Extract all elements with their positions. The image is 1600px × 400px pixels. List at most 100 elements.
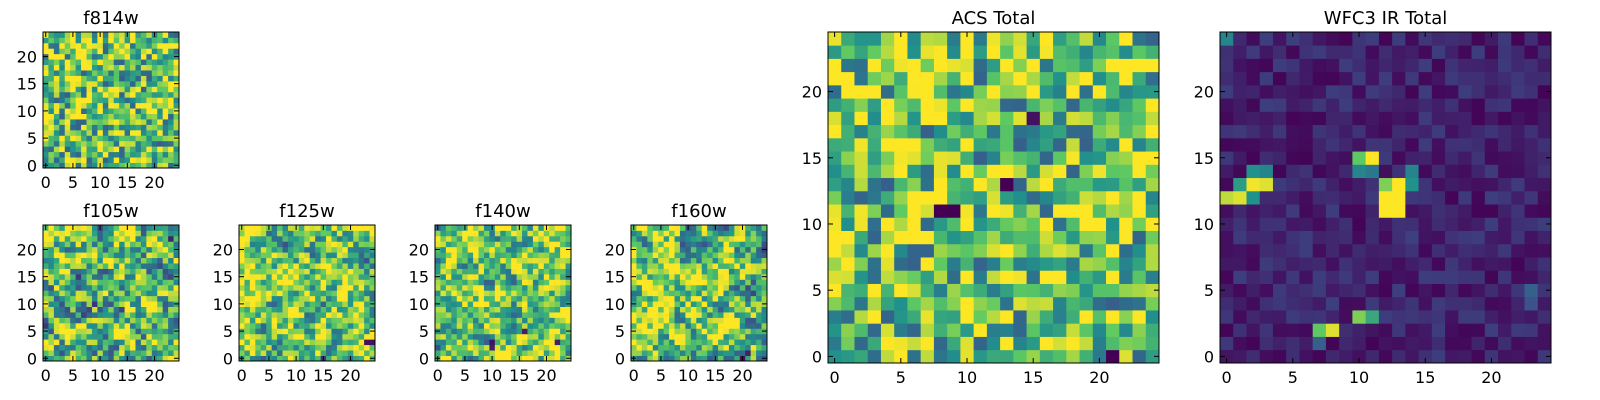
x-tick-label: 20 <box>144 173 164 192</box>
heatmap-cell <box>933 349 948 364</box>
heatmap-cell <box>130 113 136 120</box>
heatmap-cell <box>565 257 572 264</box>
heatmap-cell <box>102 355 109 362</box>
heatmap-cell <box>135 102 142 109</box>
heatmap-cell <box>554 225 561 231</box>
heatmap-cell <box>151 284 158 291</box>
heatmap-cell <box>636 312 643 318</box>
heatmap-cell <box>249 268 256 275</box>
heatmap-cell <box>140 108 147 114</box>
heatmap-cell <box>75 246 82 253</box>
heatmap-cell <box>130 301 136 307</box>
heatmap-cell <box>549 355 556 362</box>
heatmap-cell <box>369 225 376 231</box>
heatmap-cell <box>734 263 741 269</box>
heatmap-cell <box>70 284 77 291</box>
heatmap-cell <box>1079 58 1094 73</box>
heatmap-cell <box>712 284 719 291</box>
heatmap-cell <box>135 333 142 340</box>
heatmap-cell <box>467 235 474 242</box>
heatmap-cell <box>1511 349 1525 364</box>
heatmap-cell <box>108 339 115 346</box>
heatmap-cell <box>364 333 370 340</box>
heatmap-cell <box>920 71 935 86</box>
x-tick-label: 0 <box>237 366 247 385</box>
heatmap-cell <box>146 333 153 340</box>
y-tick-label: 20 <box>17 47 37 66</box>
heatmap-cell <box>124 257 131 264</box>
heatmap-cell <box>130 119 136 125</box>
heatmap-cell <box>81 246 87 253</box>
heatmap-cell <box>1484 310 1499 324</box>
heatmap-cell <box>113 317 120 324</box>
heatmap-cell <box>53 70 60 76</box>
heatmap-cell <box>168 246 174 253</box>
heatmap-cell <box>1325 270 1340 284</box>
heatmap-cell <box>347 246 354 253</box>
heatmap-cell <box>364 279 370 286</box>
heatmap-cell <box>140 113 147 120</box>
heatmap-cell <box>1537 296 1552 311</box>
heatmap-cell <box>266 322 273 329</box>
heatmap-cell <box>168 344 174 351</box>
heatmap-cell <box>947 283 961 298</box>
heatmap-cell <box>663 230 670 237</box>
heatmap-cell <box>64 80 71 87</box>
heatmap-cell <box>734 355 741 362</box>
heatmap-cell <box>445 333 452 340</box>
heatmap-cell <box>315 225 321 231</box>
heatmap-cell <box>1352 137 1367 152</box>
heatmap-cell <box>511 268 517 275</box>
heatmap-cell <box>636 333 643 340</box>
heatmap-cell <box>1498 137 1512 152</box>
heatmap-cell <box>287 322 294 329</box>
heatmap-cell <box>326 306 332 313</box>
heatmap-cell <box>309 273 316 280</box>
heatmap-cell <box>1484 270 1499 284</box>
heatmap-cell <box>1471 283 1486 298</box>
heatmap-cell <box>739 235 746 242</box>
heatmap-cell <box>532 241 539 248</box>
heatmap-cell <box>1000 296 1014 311</box>
heatmap-cell <box>538 225 545 231</box>
heatmap-cell <box>130 263 136 269</box>
heatmap-cell <box>1511 230 1525 245</box>
heatmap-cell <box>168 91 174 98</box>
heatmap-cell <box>1484 296 1499 311</box>
heatmap-cell <box>255 317 262 324</box>
heatmap-cell <box>48 75 55 82</box>
heatmap-cell <box>986 71 1001 86</box>
heatmap-cell <box>146 241 153 248</box>
heatmap-cell <box>48 263 55 269</box>
heatmap-cell <box>336 273 343 280</box>
heatmap-cell <box>81 59 87 66</box>
heatmap-cell <box>522 268 528 275</box>
heatmap-cell <box>756 225 762 231</box>
y-tick-label: 10 <box>605 295 625 314</box>
heatmap-cell <box>53 113 60 120</box>
heatmap-cell <box>483 355 490 362</box>
heatmap-cell <box>1498 151 1512 165</box>
heatmap-cell <box>358 290 365 297</box>
heatmap-cell <box>43 75 49 82</box>
heatmap-cell <box>756 322 762 329</box>
heatmap-cell <box>97 257 104 264</box>
heatmap-cell <box>494 295 501 302</box>
heatmap-cell <box>511 301 517 307</box>
heatmap-cell <box>70 97 77 104</box>
heatmap-cell <box>266 339 273 346</box>
heatmap-cell <box>173 295 180 302</box>
heatmap-cell <box>440 268 447 275</box>
heatmap-cell <box>1066 137 1080 152</box>
heatmap-cell <box>146 317 153 324</box>
heatmap-cell <box>1079 257 1094 271</box>
heatmap-cell <box>119 70 125 76</box>
heatmap-cell <box>674 273 681 280</box>
heatmap-cell <box>674 312 681 318</box>
heatmap-cell <box>53 64 60 71</box>
heatmap-cell <box>244 333 251 340</box>
heatmap-cell <box>173 129 180 136</box>
heatmap-cell <box>108 235 115 242</box>
heatmap-cell <box>119 75 125 82</box>
heatmap-cell <box>1325 283 1340 298</box>
